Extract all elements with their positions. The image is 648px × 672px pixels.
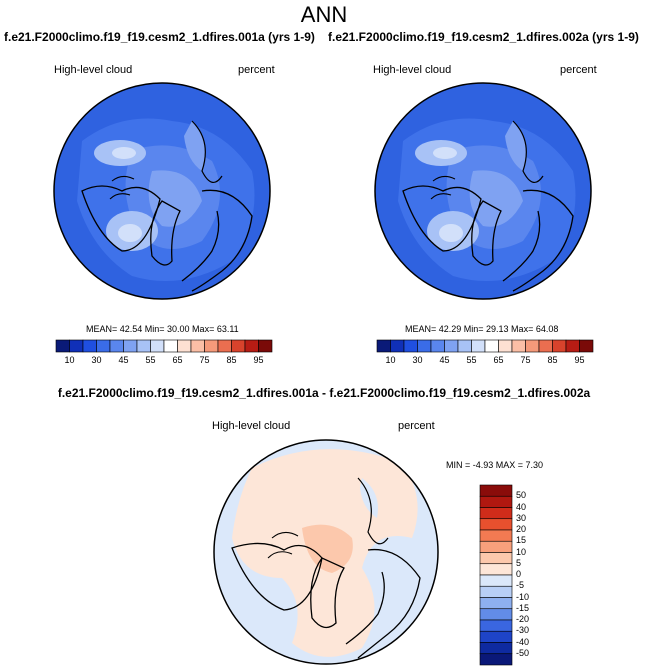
panel-1-colorbar-box (244, 339, 259, 353)
diff-panel-colorbar-box (479, 630, 513, 643)
diff-panel-units-label: percent (398, 420, 435, 432)
panel-1-colorbar-box (177, 339, 192, 353)
panel-1-colorbar-tick-label: 30 (91, 355, 102, 365)
diff-panel-colorbar-box (479, 495, 513, 508)
panel-2-colorbar-box (430, 339, 445, 353)
panel-1-stats: MEAN= 42.54 Min= 30.00 Max= 63.11 (86, 324, 239, 334)
panel-1-colorbar-box (150, 339, 165, 353)
diff-panel-colorbar-tick-label: 10 (516, 546, 527, 557)
panel-1-colorbar-box (96, 339, 111, 353)
panel-2-colorbar-box (390, 339, 405, 353)
panel-2-colorbar-box (552, 339, 567, 353)
panel-1-colorbar-box (82, 339, 97, 353)
panel-1-colorbar-box (204, 339, 219, 353)
diff-panel-colorbar-box (479, 563, 513, 576)
panel-2-colorbar-tick-label: 30 (412, 355, 423, 365)
panel-2-colorbar-tick-label: 10 (385, 355, 396, 365)
panel-1-colorbar-tick-label: 95 (253, 355, 264, 365)
diff-panel-colorbar-tick-label: -50 (516, 647, 530, 658)
diff-panel-colorbar-box (479, 518, 513, 531)
panel-2-colorbar-tick-label: 55 (466, 355, 477, 365)
panel-2-colorbar-box (417, 339, 432, 353)
panel-1-colorbar-box (136, 339, 151, 353)
panel-2-colorbar-tick-label: 75 (520, 355, 531, 365)
diff-panel-stats: MIN = -4.93 MAX = 7.30 (446, 460, 544, 470)
diff-panel-colorbar-tick-label: 20 (516, 524, 527, 534)
diff-panel-colorbar-tick-label: 30 (516, 512, 527, 523)
panel-2-colorbar-box (457, 339, 472, 353)
panel-1-colorbar-tick-label: 85 (226, 355, 237, 365)
panel-1-variable-label: High-level cloud (54, 64, 133, 76)
panel-1-colorbar (55, 339, 273, 353)
diff-panel-colorbar-box (479, 642, 513, 655)
panel-1-colorbar-tick-label: 10 (64, 355, 75, 365)
panel-1-colorbar-box (231, 339, 246, 353)
diff-panel-colorbar-box (479, 619, 513, 632)
panel-2-colorbar-box (538, 339, 553, 353)
panel-2-colorbar-tick-label: 95 (574, 355, 585, 365)
panel-2-stats: MEAN= 42.29 Min= 29.13 Max= 64.08 (405, 324, 559, 334)
diff-panel-colorbar-tick-label: 5 (516, 557, 522, 568)
diff-panel-title: f.e21.F2000climo.f19_f19.cesm2_1.dfires.… (57, 386, 591, 400)
panel-1-colorbar-tick-label: 65 (172, 355, 183, 365)
panel-2-colorbar-box (444, 339, 459, 353)
panel-1-colorbar-box (258, 339, 273, 353)
diff-panel-colorbar-tick-label: -10 (516, 591, 530, 602)
panel-2-colorbar-box (511, 339, 526, 353)
diff-panel-colorbar-box (479, 540, 513, 553)
panel-2-colorbar-box (471, 339, 486, 353)
panel-2-units-label: percent (560, 64, 597, 76)
panel-2-case-title: f.e21.F2000climo.f19_f19.cesm2_1.dfires.… (328, 30, 639, 44)
panel-1-colorbar-box (190, 339, 205, 353)
panel-2-colorbar-box (403, 339, 418, 353)
diff-panel-colorbar-tick-label: 50 (516, 490, 527, 501)
panel-1-case-title: f.e21.F2000climo.f19_f19.cesm2_1.dfires.… (4, 30, 315, 44)
diff-panel-colorbar-box (479, 552, 513, 565)
diff-panel-colorbar-tick-label: 0 (516, 569, 522, 579)
panel-1-colorbar-box (123, 339, 138, 353)
panel-1-polar-map (53, 82, 271, 300)
panel-1-colorbar-tick-label: 55 (145, 355, 156, 365)
diff-panel-colorbar-box (479, 608, 513, 621)
panel-2-colorbar-box (565, 339, 580, 353)
diff-panel-colorbar (479, 484, 513, 666)
diff-panel-colorbar-box (479, 574, 513, 587)
diff-panel-colorbar-tick-label: -40 (516, 636, 530, 647)
panel-1-units-label: percent (238, 64, 275, 76)
diff-panel-colorbar-box (479, 529, 513, 542)
panel-1-colorbar-box (163, 339, 178, 353)
panel-1-colorbar-box (55, 339, 70, 353)
panel-2-colorbar-box (498, 339, 513, 353)
diff-panel-colorbar-tick-label: -30 (516, 625, 530, 636)
panel-2-colorbar-box (579, 339, 594, 353)
panel-1-colorbar-tick-label: 45 (118, 355, 129, 365)
diff-panel-colorbar-tick-label: -15 (516, 602, 530, 613)
panel-2-colorbar-box (484, 339, 499, 353)
panel-1-colorbar-box (109, 339, 124, 353)
panel-2-colorbar-tick-label: 45 (439, 355, 450, 365)
panel-2-colorbar (376, 339, 594, 353)
diff-panel-colorbar-tick-label: -5 (516, 580, 525, 591)
panel-2-colorbar-tick-label: 85 (547, 355, 558, 365)
panel-1-colorbar-box (217, 339, 232, 353)
diff-panel-colorbar-tick-label: -20 (516, 614, 530, 624)
panel-2-colorbar-box (376, 339, 391, 353)
diff-panel-colorbar-box (479, 585, 513, 598)
panel-2-variable-label: High-level cloud (373, 64, 452, 76)
diff-panel-colorbar-box (479, 653, 513, 666)
diff-panel-variable-label: High-level cloud (212, 420, 291, 432)
diff-panel-colorbar-tick-label: 40 (516, 501, 527, 512)
panel-2-colorbar-tick-label: 65 (493, 355, 504, 365)
diff-panel-colorbar-box (479, 507, 513, 520)
diff-panel-polar-map (213, 439, 439, 665)
panel-2-colorbar-box (525, 339, 540, 353)
diff-panel-colorbar-box (479, 597, 513, 610)
panel-2-polar-map (374, 82, 592, 300)
main-title: ANN (300, 2, 348, 27)
panel-1-colorbar-box (69, 339, 84, 353)
panel-1-colorbar-tick-label: 75 (199, 355, 210, 365)
diff-panel-colorbar-box (479, 484, 513, 497)
diff-panel-colorbar-tick-label: 15 (516, 535, 527, 546)
